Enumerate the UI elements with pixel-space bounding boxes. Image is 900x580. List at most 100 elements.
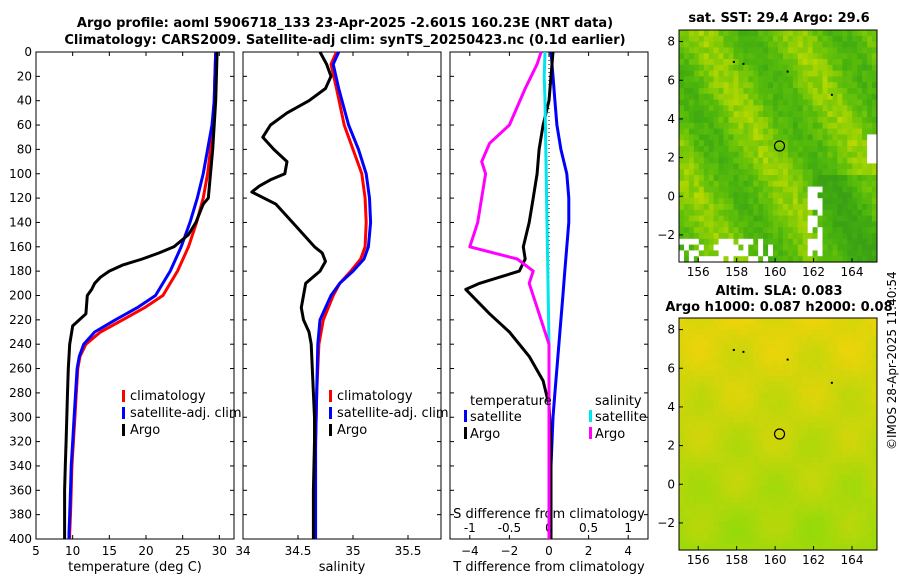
map-cell [684,497,690,505]
map-cell [713,117,720,124]
map-cell [857,198,863,205]
map-cell [842,256,848,263]
map-cell [708,99,715,106]
map-cell [768,88,774,95]
map-cell [778,347,784,354]
map-cell [733,497,739,505]
map-cell [807,509,814,516]
map-cell [832,480,838,487]
map-cell [842,70,848,77]
map-cell [679,233,685,240]
map-cell [763,428,769,435]
map-cell [723,358,729,365]
map-cell [738,128,744,135]
map-cell [743,486,749,493]
map-cell [817,122,824,130]
map-cell [753,422,759,429]
map-cell [723,376,729,383]
map-cell [679,439,685,447]
map-cell [778,445,784,452]
map-cell [817,318,824,325]
map-cell [787,341,794,348]
map-cell [708,329,715,336]
map-cell [797,221,804,228]
legend-swatch [464,410,467,422]
map-cell [867,82,873,89]
legend-t-argo: Argo [470,427,500,442]
map-cell [703,457,710,464]
map-cell [778,64,784,72]
map-cell [723,35,729,43]
map-cell [679,82,685,89]
map-cell [693,405,700,412]
map-cell [822,35,828,43]
map-cell [852,323,858,331]
map-cell [753,474,759,481]
map-cell [857,323,863,331]
map-cell [797,318,804,325]
map-cell [718,521,725,528]
map-cell [822,521,828,528]
map-cell [743,434,749,441]
map-cell [802,439,809,447]
map-cell [778,376,784,383]
map-cell [688,434,695,441]
map-cell [822,445,828,452]
map-cell [867,434,873,441]
map-cell [758,358,764,365]
map-cell [787,64,794,72]
map-cell [787,238,794,246]
map-cell [768,434,774,441]
map-cell [698,474,705,481]
map-cell [827,439,833,447]
map-cell [684,323,690,331]
map-cell [753,82,759,89]
map-cell [802,410,809,418]
map-cell [768,387,774,394]
map-cell [778,209,784,217]
map-y-tick-label: 6 [667,361,675,375]
map-cell [738,509,744,516]
map-cell [778,128,784,135]
map-cell [718,163,725,170]
map-cell [827,233,833,240]
map-cell [872,215,878,222]
map-cell [758,238,764,246]
map-cell [688,323,695,331]
map-cell [797,180,804,188]
map-cell [688,358,695,365]
map-cell [792,376,799,383]
map-cell [817,428,824,435]
map-cell [832,492,838,499]
map-cell [832,352,838,360]
map-cell [787,318,794,325]
map-cell [802,192,809,199]
map-cell [728,140,734,147]
map-cell [852,335,858,342]
map-cell [684,151,690,159]
map-cell [862,151,868,159]
map-cell [842,47,848,54]
map-cell [773,175,779,182]
map-cell [827,204,833,211]
map-cell [713,134,720,141]
map-cell [787,497,794,505]
map-cell [842,244,848,251]
map-cell [693,192,700,199]
map-cell [703,163,710,170]
map-cell [862,480,868,487]
map-cell [693,186,700,193]
map-cell [822,352,828,360]
map-cell [787,376,794,383]
map-cell [748,515,754,522]
map-cell [738,457,744,464]
y-tick-label: 280 [9,386,32,400]
map-cell [684,335,690,342]
map-cell [753,209,759,217]
map-cell [708,209,715,217]
map-cell [743,376,749,383]
map-cell [738,434,744,441]
map-cell [867,105,873,112]
map-cell [837,99,843,106]
map-cell [822,105,828,112]
